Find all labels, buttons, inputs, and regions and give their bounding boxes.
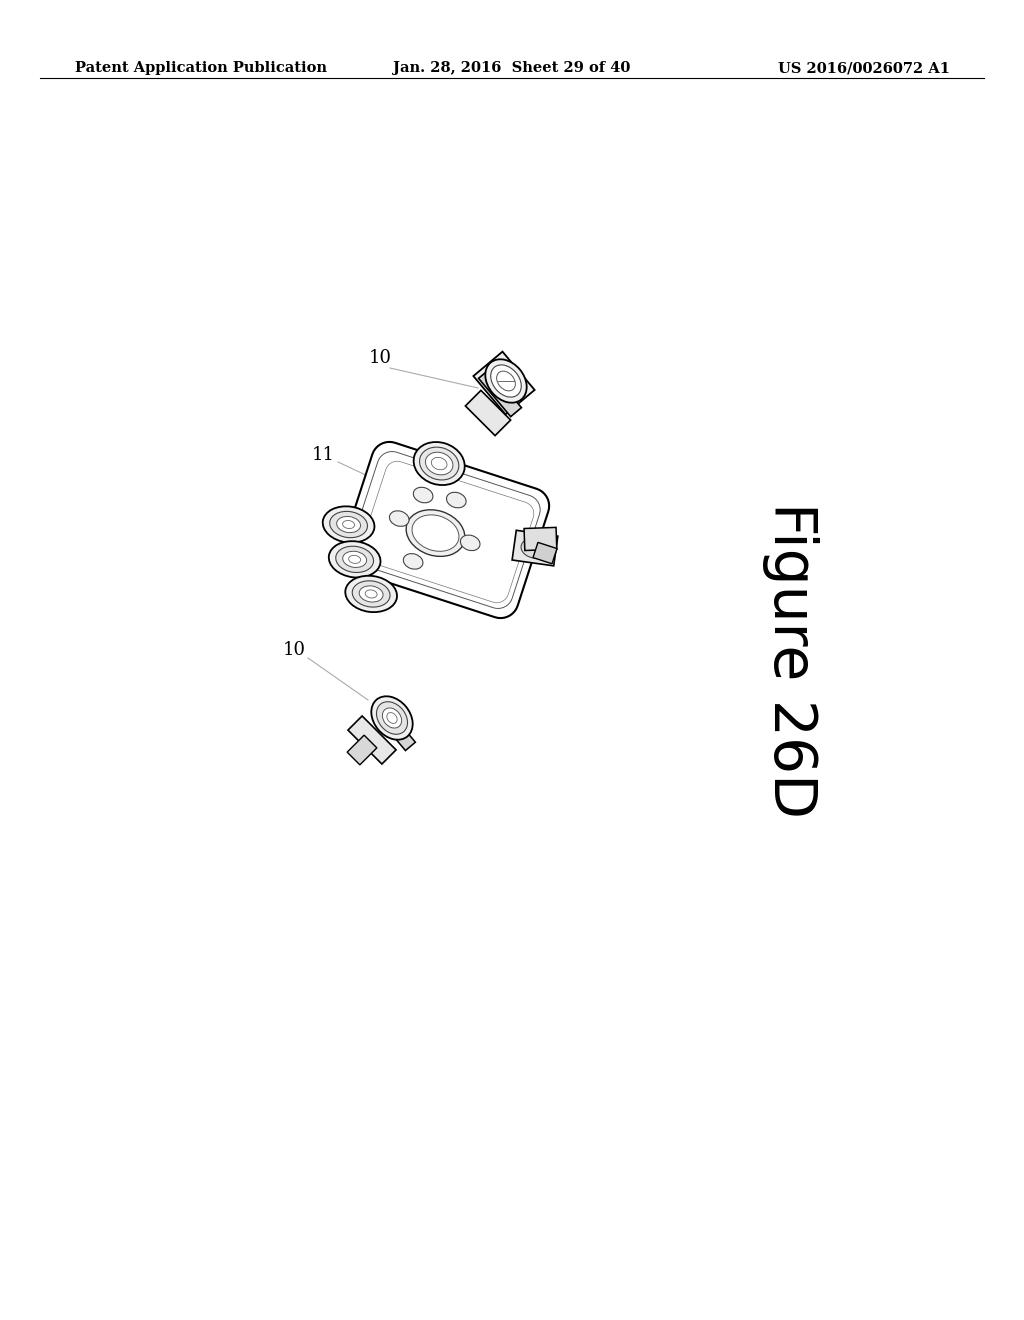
Text: 10: 10 <box>369 348 391 367</box>
Ellipse shape <box>521 539 549 558</box>
Ellipse shape <box>359 586 383 602</box>
Ellipse shape <box>352 581 390 607</box>
Ellipse shape <box>420 447 459 480</box>
Ellipse shape <box>372 696 413 739</box>
Ellipse shape <box>345 576 397 612</box>
Ellipse shape <box>461 535 480 550</box>
Polygon shape <box>534 543 557 564</box>
Text: 10: 10 <box>283 642 305 659</box>
Ellipse shape <box>377 702 408 734</box>
Ellipse shape <box>403 553 423 569</box>
Ellipse shape <box>389 511 409 527</box>
Ellipse shape <box>490 364 521 397</box>
Ellipse shape <box>349 556 360 564</box>
Ellipse shape <box>382 708 401 729</box>
Polygon shape <box>524 528 557 550</box>
Polygon shape <box>478 370 521 417</box>
Ellipse shape <box>425 453 453 475</box>
Ellipse shape <box>343 552 367 568</box>
Ellipse shape <box>431 457 447 470</box>
Ellipse shape <box>336 546 374 573</box>
Ellipse shape <box>366 590 377 598</box>
Ellipse shape <box>497 371 515 391</box>
Text: 11: 11 <box>311 446 335 465</box>
Polygon shape <box>348 715 396 764</box>
Ellipse shape <box>330 511 368 537</box>
Ellipse shape <box>407 510 465 557</box>
Text: Patent Application Publication: Patent Application Publication <box>75 61 327 75</box>
Text: Figure 26D: Figure 26D <box>762 502 818 818</box>
Polygon shape <box>341 442 549 618</box>
Polygon shape <box>473 351 535 414</box>
Polygon shape <box>347 735 377 764</box>
Ellipse shape <box>387 713 397 723</box>
Ellipse shape <box>414 487 433 503</box>
Text: US 2016/0026072 A1: US 2016/0026072 A1 <box>778 61 950 75</box>
Ellipse shape <box>414 442 465 484</box>
Polygon shape <box>512 531 558 566</box>
Ellipse shape <box>337 516 360 533</box>
Ellipse shape <box>323 507 375 543</box>
Polygon shape <box>375 705 416 751</box>
Polygon shape <box>465 391 511 436</box>
Ellipse shape <box>412 515 459 552</box>
Ellipse shape <box>343 520 354 528</box>
Ellipse shape <box>485 359 526 403</box>
Text: Jan. 28, 2016  Sheet 29 of 40: Jan. 28, 2016 Sheet 29 of 40 <box>393 61 631 75</box>
Ellipse shape <box>446 492 466 508</box>
Ellipse shape <box>329 541 381 578</box>
